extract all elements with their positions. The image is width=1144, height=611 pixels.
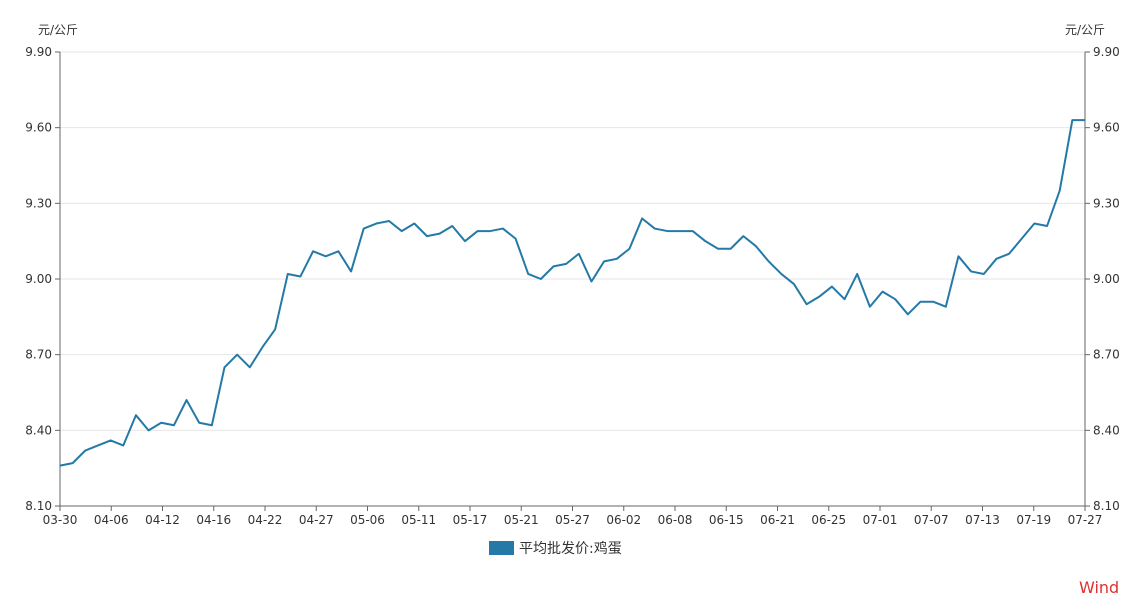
brand-watermark: Wind [1079,578,1119,597]
axes: 8.10 8.10 8.40 8.40 8.70 8.70 9.00 9.00 9.30 9.30… [25,45,1119,527]
y-axis-unit-left: 元/公斤 [38,23,78,37]
x-tick-label: 07-01 [863,513,898,527]
x-tick-label: 05-17 [453,513,488,527]
x-tick-label: 07-13 [965,513,1000,527]
y-tick-label-right: 9.30 [1093,196,1120,210]
series-layer [59,119,1085,467]
series-line [59,119,1085,467]
x-tick-label: 07-19 [1016,513,1051,527]
x-tick-label: 06-21 [760,513,795,527]
y-axis-unit-right: 元/公斤 [1065,23,1105,37]
x-tick-label: 05-11 [401,513,436,527]
y-tick-label-left: 9.30 [25,196,52,210]
x-tick-label: 06-25 [811,513,846,527]
legend-swatch [489,541,514,555]
x-tick-label: 04-22 [248,513,283,527]
y-tick-label-right: 9.00 [1093,272,1120,286]
y-tick-label-left: 9.00 [25,272,52,286]
x-tick-label: 03-30 [43,513,78,527]
legend[interactable]: 平均批发价:鸡蛋 [489,540,622,557]
x-tick-label: 04-06 [94,513,129,527]
x-tick-label: 06-15 [709,513,744,527]
y-tick-label-left: 9.90 [25,45,52,59]
x-tick-label: 04-16 [196,513,231,527]
x-tick-label: 04-27 [299,513,334,527]
y-tick-label-right: 8.10 [1093,499,1120,513]
x-tick-label: 05-06 [350,513,385,527]
y-tick-label-left: 9.60 [25,121,52,135]
y-tick-label-left: 8.70 [25,348,52,362]
x-tick-label: 07-07 [914,513,949,527]
x-tick-label: 05-21 [504,513,539,527]
y-tick-label-left: 8.10 [25,499,52,513]
x-tick-label: 04-12 [145,513,180,527]
legend-label: 平均批发价:鸡蛋 [519,540,622,557]
x-tick-label: 07-27 [1068,513,1103,527]
x-tick-label: 06-02 [606,513,641,527]
y-tick-label-left: 8.40 [25,423,52,437]
y-tick-label-right: 9.90 [1093,45,1120,59]
x-tick-label: 06-08 [658,513,693,527]
grid-lines [60,51,1085,431]
y-tick-label-right: 8.40 [1093,423,1120,437]
y-tick-label-right: 8.70 [1093,348,1120,362]
x-tick-label: 05-27 [555,513,590,527]
y-tick-label-right: 9.60 [1093,121,1120,135]
